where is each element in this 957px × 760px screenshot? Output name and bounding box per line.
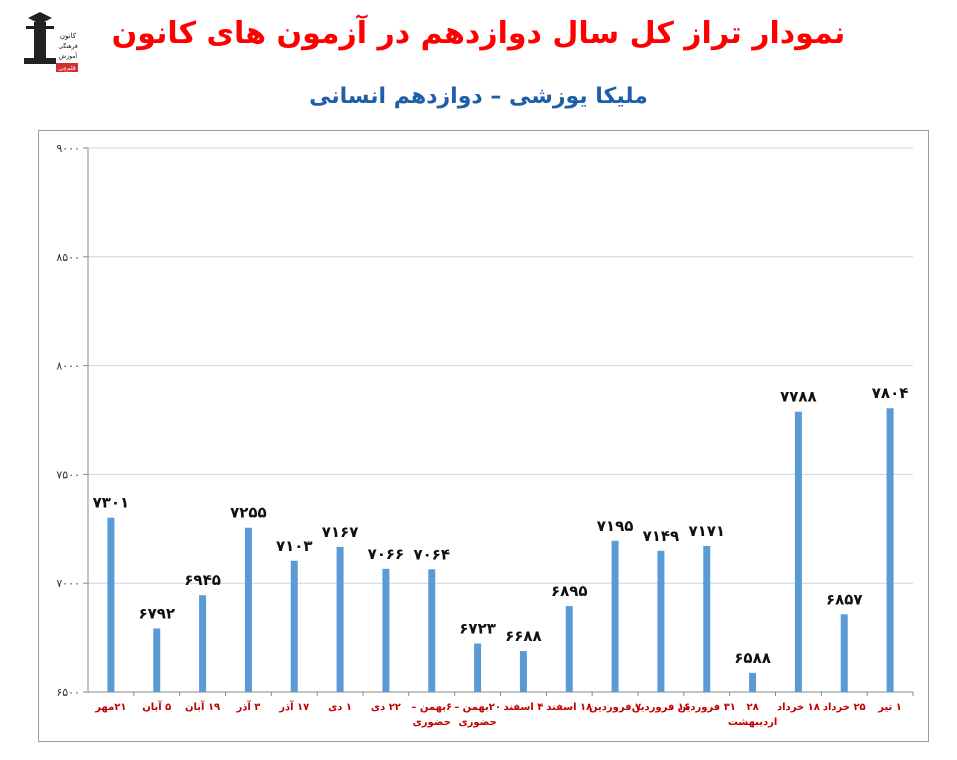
x-tick-label-line: ۱۶ فروردین [632,702,690,713]
bar [428,569,436,692]
y-tick-label: ۷۰۰۰ [56,577,80,590]
bar [244,527,252,692]
logo-line: آموزش [59,51,78,60]
logo-line: کانون [60,32,77,40]
y-tick-label: ۸۵۰۰ [56,251,80,264]
data-label: ۶۷۹۲ [138,604,175,622]
x-tick-label: ۴ اسفند [503,702,543,713]
bar [749,672,757,692]
bar [565,606,573,692]
bar [153,628,161,692]
data-label: ۷۷۸۸ [780,388,817,406]
x-tick-label-line: ۲۱مهر [94,702,126,713]
bar [290,560,298,692]
x-tick-label-line: ۱ تیر [877,702,902,713]
bar [382,568,390,692]
bar [611,540,619,692]
bar [199,595,207,692]
y-tick-label: ۷۵۰۰ [56,468,80,481]
data-label: ۷۱۹۵ [597,517,634,535]
data-label: ۷۱۷۱ [688,522,725,540]
x-tick-label: ۱۶ فروردین [632,702,690,713]
x-tick-label: ۱۸ خرداد [777,702,820,713]
bar [336,546,344,692]
data-label: ۶۹۴۵ [184,571,221,589]
chart-frame: ۶۵۰۰ ۷۰۰۰ ۷۵۰۰ ۸۰۰۰ ۸۵۰۰ ۹۰۰۰ ۷۳۰۱ ۲۱مهر ۶۷۹۲ ۵ آ… [38,130,929,742]
logo: کانون فرهنگی آموزش قلم‌چی [24,12,78,72]
data-label: ۶۸۹۵ [551,582,588,600]
x-tick-label: ۳۱ فروردین [678,702,736,713]
data-label: ۷۸۰۴ [872,384,909,402]
x-tick-label-line: ۴ اسفند [503,702,543,713]
x-tick-label-line: ۶بهمن – [411,702,452,713]
x-tick-label-line: ۱۹ آبان [185,700,220,713]
bar [840,614,848,692]
bar [794,411,802,692]
x-tick-label-line: ۲۰بهمن – [454,702,501,713]
x-tick-label-line: حضوری [458,717,496,728]
x-tick-label: ۱ دی [328,702,352,713]
x-tick-label: ۶بهمن – حضوری [411,702,452,728]
logo-badge-text: قلم‌چی [58,65,76,72]
bar [519,651,527,692]
bar [886,408,894,692]
x-tick-label: ۳ آذر [235,700,260,713]
x-tick-label-line: ۲۵ خرداد [823,702,866,713]
page-title: نمودار تراز کل سال دوازدهم در آزمون های … [111,16,846,51]
x-tick-label: ۷ فروردین [589,702,641,713]
x-tick-label-line: ۱۸ خرداد [777,702,820,713]
data-label: ۷۰۶۴ [413,545,450,563]
bar [657,550,665,692]
x-tick-label: ۲۱مهر [94,702,126,713]
data-label: ۷۲۵۵ [230,504,267,522]
y-tick-label: ۸۰۰۰ [56,360,80,373]
data-label: ۷۳۰۱ [93,494,130,512]
x-tick-label-line: ۱۸ اسفند [546,702,592,713]
x-tick-label-line: حضوری [413,717,451,728]
graduate-statue-icon [24,12,56,64]
data-label: ۷۰۶۶ [368,545,405,563]
data-label: ۷۱۶۷ [322,523,359,541]
x-tick-label: ۲۲ دی [371,702,401,713]
x-tick-label: ۱۸ اسفند [546,702,592,713]
x-tick-label-line: ۵ آبان [142,700,171,713]
x-tick-label-line: ۲۲ دی [371,702,401,713]
x-tick-label-line: ۷ فروردین [589,702,641,713]
x-tick-label-line: ۳ آذر [235,700,260,713]
data-label: ۷۱۴۹ [643,527,680,545]
data-label: ۶۵۸۸ [734,649,771,667]
data-label: ۶۸۵۷ [826,590,863,608]
x-tick-label: ۲۸ اردیبهشت [728,702,778,728]
x-tick-label: ۵ آبان [142,700,171,713]
logo-line: فرهنگی [58,42,78,50]
x-tick-label: ۲۰بهمن – حضوری [454,702,501,728]
page-subtitle: ملیکا یوزشی – دوازدهم انسانی [309,84,648,109]
bar [703,545,711,692]
x-tick-label-line: ۲۸ [746,702,758,713]
data-label: ۶۷۲۳ [459,619,496,637]
y-tick-label: ۶۵۰۰ [56,686,80,699]
x-tick-label-line: اردیبهشت [728,717,778,728]
data-label: ۶۶۸۸ [505,627,542,645]
y-tick-label: ۹۰۰۰ [56,142,80,155]
x-tick-label-line: ۱۷ آذر [278,700,309,713]
x-tick-label: ۱۷ آذر [278,700,309,713]
x-tick-label: ۱ تیر [877,702,902,713]
x-tick-label: ۱۹ آبان [185,700,220,713]
data-label: ۷۱۰۳ [276,537,313,555]
logo-badge [56,63,78,72]
bar-chart: ۶۵۰۰ ۷۰۰۰ ۷۵۰۰ ۸۰۰۰ ۸۵۰۰ ۹۰۰۰ ۷۳۰۱ ۲۱مهر ۶۷۹۲ ۵ آ… [56,142,914,728]
x-tick-label-line: ۱ دی [328,702,352,713]
bar [107,517,115,692]
x-tick-label: ۲۵ خرداد [823,702,866,713]
bar [474,643,482,692]
x-tick-label-line: ۳۱ فروردین [678,702,736,713]
